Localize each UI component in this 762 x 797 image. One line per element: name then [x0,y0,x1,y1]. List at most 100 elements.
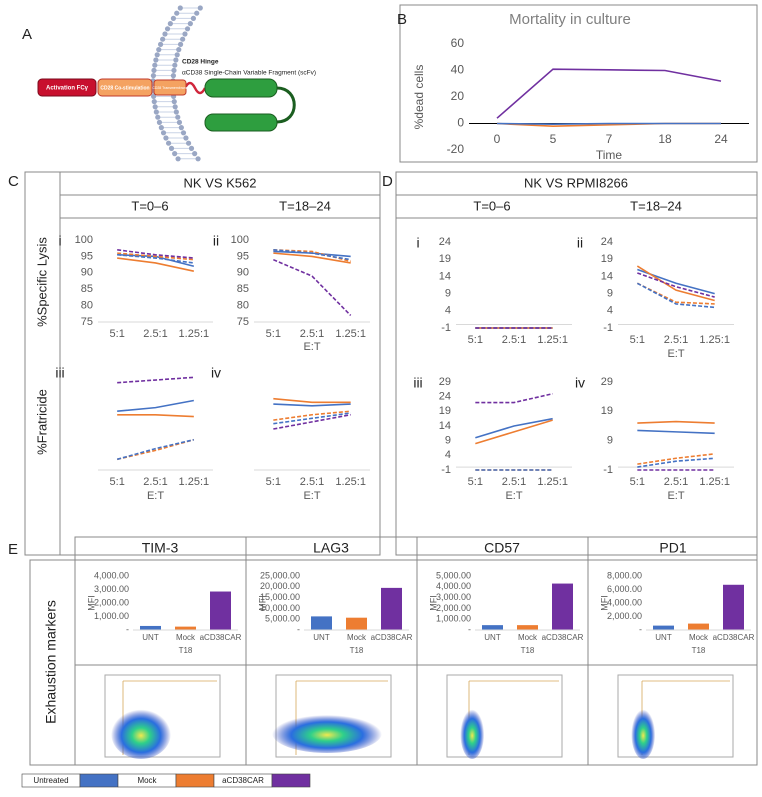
y-tick-label: 19 [601,405,613,417]
lipid-head [194,10,200,16]
series-line [273,249,351,261]
lipid-head [151,99,157,105]
scfv-label: αCD38 Single-Chain Variable Fragment (sc… [182,70,316,77]
legend-swatch [175,773,215,788]
x-tick-label: aCD38CAR [371,633,413,642]
lipid-head [175,156,181,162]
y-tick-label: -20 [447,142,465,156]
x-tick-label: 1.25:1 [699,476,730,488]
x-tick-label: 5:1 [110,476,125,488]
y-tick-label: 19 [439,253,451,265]
subpanel-label: i [58,233,61,249]
panel-c-frame [24,171,381,556]
lipid-head [173,57,179,63]
y-tick-label: - [126,624,129,634]
bar [552,583,573,630]
y-tick-label: - [297,624,300,634]
series-line [637,457,715,468]
x-tick-label: 2.5:1 [300,328,324,340]
bar [140,625,161,630]
transmembrane-domain [153,79,187,96]
y-tick-label: 90 [237,267,249,279]
x-tick-label: 2.5:1 [300,476,324,488]
series-line [116,438,195,461]
x-axis-label: T18 [521,646,535,655]
hinge-label: CD28 Hinge [182,59,219,66]
series-line [273,403,351,407]
subpanel-label: i [416,235,419,251]
y-tick-label: 4,000.00 [94,570,129,580]
y-tick-label: 24 [439,391,451,403]
x-tick-label: 5:1 [110,328,125,340]
x-axis-label: T18 [692,646,706,655]
y-tick-label: 14 [439,270,451,282]
y-tick-label: 80 [237,300,249,312]
x-tick-label: 1.25:1 [335,476,366,488]
lipid-head [152,104,158,110]
y-tick-label: 90 [81,267,93,279]
subpanel-label: ii [577,235,583,251]
y-tick-label: 19 [439,405,451,417]
y-tick-label: -1 [441,322,451,334]
x-tick-label: Mock [518,633,538,642]
lipid-head [150,93,157,99]
y-tick-label: 5,000.00 [265,614,300,624]
bar [517,625,538,630]
flow-events [111,707,171,759]
y-axis-label: MFI [599,595,609,611]
y-tick-label: 0 [457,116,464,130]
y-tick-label: 2,000.00 [436,603,471,613]
lipid-head [151,67,157,73]
bar [653,625,674,630]
y-tick-label: 14 [601,270,613,282]
lipid-head [160,36,166,42]
x-tick-label: 5:1 [630,476,645,488]
x-tick-label: 2.5:1 [664,334,688,346]
lipid-head [157,41,164,48]
lipid-head [162,31,168,37]
lipid-head [152,62,158,68]
y-tick-label: 4,000.00 [436,581,471,591]
series-line [117,257,195,272]
series-line [273,397,351,404]
lipid-head [188,145,195,151]
x-tick-label: UNT [484,633,501,642]
y-tick-label: - [639,624,642,634]
y-tick-label: 9 [607,435,613,447]
panel-d-frame [395,171,758,556]
hinge-link [183,81,207,95]
lipid-head [155,114,161,120]
lipid-head [190,15,197,21]
y-tick-label: 60 [451,36,465,50]
bar [175,626,196,630]
legend-swatch [271,773,311,788]
x-tick-label: aCD38CAR [200,633,242,642]
y-axis-label: MFI [257,595,267,611]
lipid-head [158,125,164,131]
series-line [273,410,351,421]
costim-label: CD28 Co-stimulation [100,85,149,91]
x-tick-label: 1.25:1 [179,476,210,488]
lipid-head [192,151,198,157]
x-axis-label: E:T [303,490,320,502]
series-line [117,249,194,259]
lipid-head [174,52,180,58]
lipid-head [185,140,192,146]
x-tick-label: 24 [714,132,728,146]
x-tick-label: 18 [658,132,672,146]
x-tick-label: UNT [142,633,159,642]
y-tick-label: 20,000.00 [260,581,300,591]
lipid-head [183,135,189,141]
lipid-head [180,36,186,42]
y-tick-label: 10,000.00 [260,603,300,613]
lipid-head [150,73,157,79]
lipid-head [164,26,171,32]
lipid-head [178,125,184,131]
series-line [475,392,553,404]
lipid-head [163,135,169,141]
y-tick-label: 9 [445,435,451,447]
time-header: T=0–6 [473,198,510,213]
scfv-light [204,113,278,132]
flow-events [631,707,656,759]
